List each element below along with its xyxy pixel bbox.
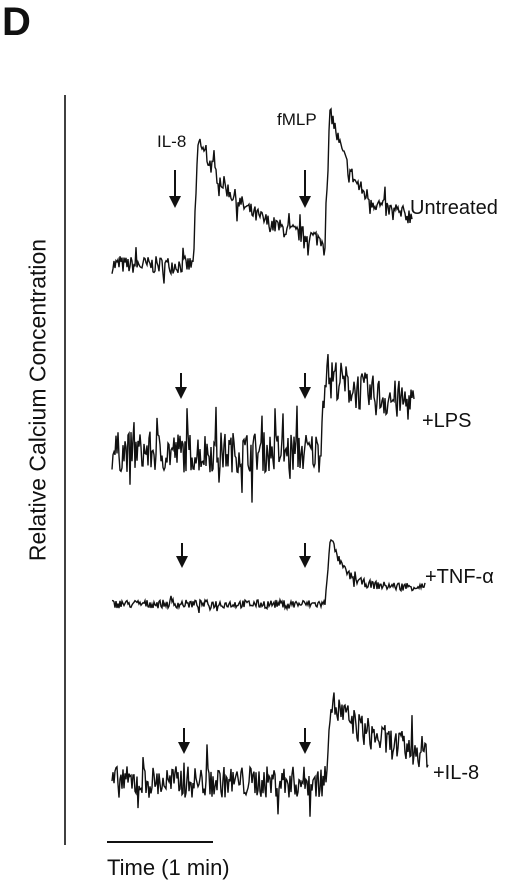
traces-layer	[111, 107, 429, 817]
stimulus-arrow-1-fmlp	[299, 170, 311, 208]
stimulus-arrow-4-il8	[178, 728, 190, 754]
stimulus-arrow-1-il8	[169, 170, 181, 208]
trace-line-4	[111, 692, 429, 817]
trace-line-2	[111, 354, 415, 503]
stimulus-arrow-3-fmlp	[299, 543, 311, 568]
stimulus-arrow-2-il8	[175, 373, 187, 399]
stimulus-arrow-3-il8	[176, 543, 188, 568]
stimulus-label-fmlp: fMLP	[277, 110, 317, 129]
stimulus-arrow-2-fmlp	[299, 373, 311, 399]
trace-line-1	[111, 107, 413, 284]
trace-label-il8: +IL-8	[433, 762, 480, 784]
stimulus-arrows	[169, 170, 311, 754]
trace-label-untreated: Untreated	[410, 197, 498, 219]
stimulus-label-il8: IL-8	[157, 132, 187, 151]
time-scale-label: Time (1 min)	[107, 855, 230, 880]
trace-line-3	[111, 538, 426, 614]
trace-label-tnf: +TNF-α	[425, 566, 494, 588]
trace-label-lps: +LPS	[422, 410, 472, 432]
stimulus-arrow-4-fmlp	[299, 728, 311, 754]
panel-letter: D	[2, 0, 31, 44]
